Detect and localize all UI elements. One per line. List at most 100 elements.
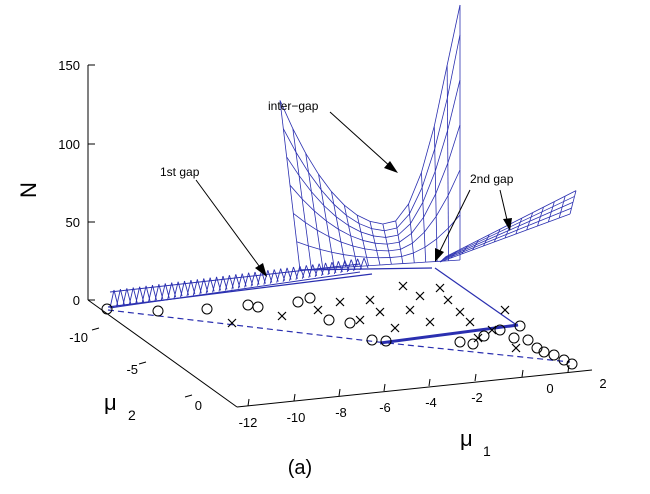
mesh-line [421, 126, 434, 172]
mesh-line [424, 232, 425, 247]
circle-marker [102, 304, 112, 314]
circle-marker [202, 304, 212, 314]
mesh-line [413, 253, 414, 263]
mesh-line [351, 236, 363, 241]
mesh-line [402, 253, 414, 256]
mesh-line [297, 242, 300, 270]
mesh-line [257, 271, 261, 285]
mesh-line [317, 230, 329, 237]
mesh-line [412, 243, 413, 253]
x-tick-label: 2 [599, 376, 606, 391]
mesh-line [561, 208, 572, 212]
mesh-line [400, 243, 412, 249]
mesh-line [270, 269, 274, 283]
mesh-line [409, 204, 410, 214]
boundary-line [108, 310, 378, 342]
y-tick-mark [139, 362, 146, 364]
mesh-line [369, 265, 380, 266]
mesh-line [434, 65, 447, 126]
y-axis-title-main: μ [104, 390, 117, 415]
mesh-line [391, 264, 402, 265]
circle-marker [243, 300, 253, 310]
mesh-line [386, 235, 398, 237]
mesh-line [380, 264, 391, 265]
mesh-line [551, 207, 562, 212]
x-tick-label: -10 [287, 410, 306, 425]
x-tick-label: -8 [335, 405, 347, 420]
mesh-line [370, 221, 372, 228]
circle-marker [305, 293, 315, 303]
mesh-line [225, 275, 229, 290]
x-tick-mark [522, 370, 523, 377]
mesh-line [297, 242, 309, 246]
x-tick-mark [248, 399, 249, 406]
mesh-line [320, 249, 332, 252]
mesh-line [424, 217, 425, 232]
mesh-line [396, 204, 409, 221]
circle-marker [523, 335, 533, 345]
z-ticks: 0 50 100 150 [58, 58, 95, 308]
x-axis-line [237, 370, 592, 407]
mesh-line [365, 249, 377, 251]
mesh-line [357, 215, 370, 221]
x-tick-label: -4 [425, 395, 437, 410]
mesh-line [383, 224, 384, 231]
circle-marker [153, 306, 163, 316]
y-tick-mark [92, 328, 99, 330]
mesh-line [538, 222, 549, 226]
mesh-line [400, 249, 401, 256]
x-tick-mark [429, 379, 430, 386]
mesh-line [389, 249, 401, 250]
mesh-line [424, 194, 436, 217]
mesh-line [411, 217, 423, 233]
mesh-line [329, 237, 332, 253]
x-tick-label: -6 [379, 400, 391, 415]
mesh-line [389, 251, 390, 258]
mesh-line [339, 229, 351, 235]
circle-marker [345, 318, 355, 328]
mesh-line [232, 274, 236, 289]
mesh-line [365, 249, 367, 257]
mesh-line [390, 258, 391, 265]
x-tick-mark [294, 394, 295, 401]
mesh-line [425, 239, 437, 247]
mesh-line [390, 256, 402, 257]
mesh-line [238, 274, 242, 289]
surface-mesh [110, 5, 576, 308]
mesh-line [353, 246, 365, 249]
mesh-line [283, 129, 286, 157]
mesh-line [384, 231, 385, 238]
y-tick-label: -5 [126, 362, 138, 377]
y-ticks: -10 -5 0 [69, 328, 202, 413]
annotation-2nd-gap: 2nd gap [470, 172, 514, 186]
mesh-line [296, 266, 300, 280]
circle-marker [253, 302, 263, 312]
mesh-line [308, 246, 311, 269]
mesh-line [351, 236, 353, 246]
z-tick-label: 50 [66, 215, 80, 230]
mesh-line [308, 246, 320, 250]
mesh-line [245, 273, 249, 288]
mesh-line [414, 262, 425, 263]
mesh-line [422, 149, 435, 188]
mesh-line [409, 172, 422, 204]
mesh-line [448, 170, 460, 196]
mesh-line [399, 242, 400, 249]
x-axis-title: μ 1 [460, 426, 491, 459]
mesh-line [302, 265, 306, 278]
x-tick-mark [384, 384, 385, 391]
mesh-line [289, 267, 293, 281]
mesh-line [355, 256, 367, 257]
mesh-line [378, 258, 380, 265]
circle-marker [468, 339, 478, 349]
mesh-line [447, 5, 460, 65]
mesh-line [361, 232, 363, 240]
annotation-arrow [330, 112, 392, 168]
mesh-line [386, 237, 387, 244]
annotation-1st-gap: 1st gap [160, 165, 200, 179]
circle-marker [549, 350, 559, 360]
mesh-line [349, 226, 351, 236]
mesh-line [372, 229, 374, 236]
mesh-line [343, 255, 355, 257]
mesh-line [410, 214, 411, 224]
